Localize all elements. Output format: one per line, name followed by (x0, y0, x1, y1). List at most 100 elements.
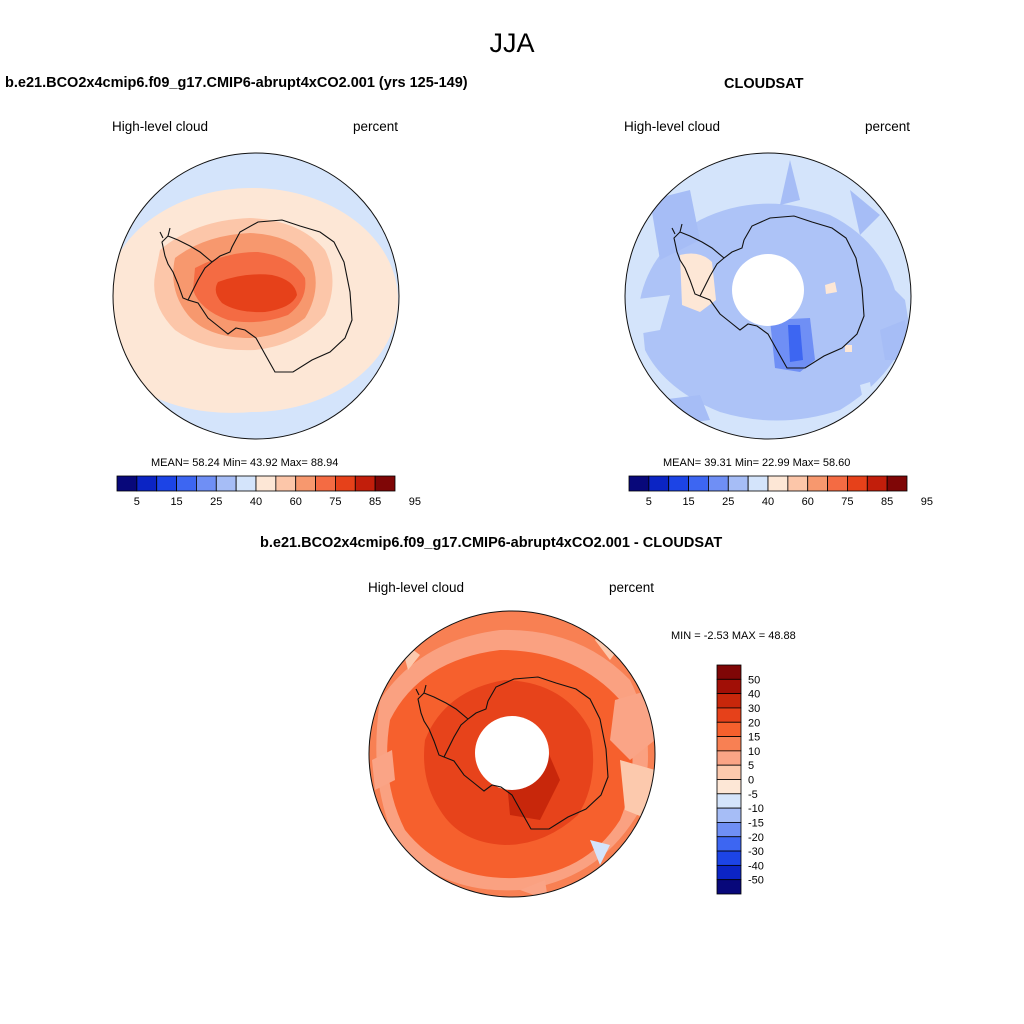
colorbar-tick-label: -40 (748, 860, 764, 872)
colorbar-swatch (716, 764, 742, 780)
units-label-model: percent (353, 119, 399, 134)
colorbar-tick-label: 0 (748, 775, 754, 787)
colorbar-tick-label: 75 (329, 496, 341, 508)
colorbar-swatch (176, 475, 197, 492)
colorbar-swatch (886, 475, 908, 492)
colorbar-tick-label: 40 (762, 496, 774, 508)
colorbar-swatch (315, 475, 336, 492)
units-label-obs: percent (865, 119, 911, 134)
colorbar-swatch (275, 475, 297, 492)
colorbar-swatch (716, 693, 742, 709)
colorbar-swatch (688, 475, 709, 492)
map-diff (368, 610, 656, 898)
map-model (112, 152, 400, 440)
variable-label-diff: High-level cloud (368, 580, 465, 595)
colorbar-tick-label: 40 (748, 689, 760, 701)
colorbar-tick-label: 85 (881, 496, 893, 508)
colorbar-swatch (866, 475, 888, 492)
colorbar-tick-label: -5 (748, 789, 758, 801)
panel-title-diff: b.e21.BCO2x4cmip6.f09_g17.CMIP6-abrupt4x… (260, 535, 723, 551)
colorbar-tick-label: 40 (250, 496, 262, 508)
colorbar-tick-label: 95 (409, 496, 421, 508)
variable-label-obs: High-level cloud (624, 119, 721, 134)
map-boundary-diff (368, 610, 656, 898)
colorbar-swatch (767, 475, 789, 492)
colorbar-tick-label: 25 (210, 496, 222, 508)
colorbar-swatch (716, 750, 742, 766)
colorbar-swatch (727, 475, 749, 492)
colorbar-swatch (668, 475, 689, 492)
colorbar-swatch (747, 475, 769, 492)
colorbar-swatch (295, 475, 316, 492)
colorbar-tick-label: -30 (748, 846, 764, 858)
colorbar-swatch (787, 475, 809, 492)
colorbar-tick-label: 5 (748, 760, 754, 772)
colorbar-swatch (716, 879, 742, 895)
colorbar-tick-label: -15 (748, 817, 764, 829)
colorbar-tick-label: 15 (682, 496, 694, 508)
colorbar-tick-label: 60 (290, 496, 302, 508)
colorbar-tick-label: -20 (748, 832, 764, 844)
missing-data-hole-diff (475, 716, 549, 790)
colorbar-swatch (716, 736, 742, 752)
coastline-obs (671, 215, 865, 369)
colorbar-swatch (716, 793, 742, 809)
stats-model: MEAN= 58.24 Min= 43.92 Max= 88.94 (151, 457, 339, 469)
colorbar-swatch (827, 475, 848, 492)
units-label-diff: percent (609, 580, 655, 595)
colorbar-swatch (716, 864, 742, 881)
stats-obs: MEAN= 39.31 Min= 22.99 Max= 58.60 (663, 457, 851, 469)
colorbar-swatch (374, 475, 396, 492)
map-obs (624, 152, 912, 440)
colorbar-swatch (156, 475, 177, 492)
colorbar-swatch (716, 779, 742, 795)
colorbar-tick-label: 15 (748, 732, 760, 744)
colorbar-tick-label: 85 (369, 496, 381, 508)
colorbar-swatch (847, 475, 868, 492)
colorbar-swatch (716, 678, 742, 695)
colorbar-swatch (136, 475, 158, 492)
variable-label-model: High-level cloud (112, 119, 209, 134)
colorbar-swatch (255, 475, 277, 492)
colorbar-swatch (648, 475, 670, 492)
panel-title-model: b.e21.BCO2x4cmip6.f09_g17.CMIP6-abrupt4x… (5, 75, 468, 91)
colorbar-swatch (116, 475, 138, 492)
coastline-model (159, 219, 353, 373)
colorbar-swatch (716, 836, 742, 852)
colorbar-tick-label: -10 (748, 803, 764, 815)
colorbar-swatch (196, 475, 217, 492)
colorbar-swatch (628, 475, 650, 492)
colorbar-swatch (215, 475, 237, 492)
colorbar-tick-label: 30 (748, 703, 760, 715)
colorbar-swatch (354, 475, 376, 492)
panel-title-obs: CLOUDSAT (724, 76, 804, 92)
colorbar-tick-label: 15 (170, 496, 182, 508)
stats-diff: MIN = -2.53 MAX = 48.88 (671, 630, 796, 642)
colorbar-swatch (716, 721, 742, 737)
map-boundary-model (112, 152, 400, 440)
colorbar-swatch (807, 475, 828, 492)
colorbar-tick-label: 5 (134, 496, 140, 508)
colorbar-tick-label: 20 (748, 717, 760, 729)
missing-data-hole-obs (732, 254, 804, 326)
coastline-diff (415, 676, 609, 830)
colorbar-tick-label: 95 (921, 496, 933, 508)
page-title: JJA (489, 28, 535, 58)
colorbar-swatch (335, 475, 356, 492)
colorbar-obs: 5 15 25 40 60 75 85 95 (628, 475, 933, 508)
colorbar-tick-label: -50 (748, 875, 764, 887)
colorbar-tick-label: 10 (748, 746, 760, 758)
colorbar-tick-label: 25 (722, 496, 734, 508)
colorbar-swatch (716, 807, 742, 823)
colorbar-swatch (716, 707, 742, 723)
colorbar-tick-label: 5 (646, 496, 652, 508)
colorbar-tick-label: 60 (802, 496, 814, 508)
colorbar-swatch (716, 850, 742, 866)
map-boundary-obs (624, 152, 912, 440)
colorbar-swatch (716, 664, 742, 680)
colorbar-swatch (716, 822, 742, 838)
colorbar-tick-label: 50 (748, 674, 760, 686)
colorbar-swatch (235, 475, 257, 492)
